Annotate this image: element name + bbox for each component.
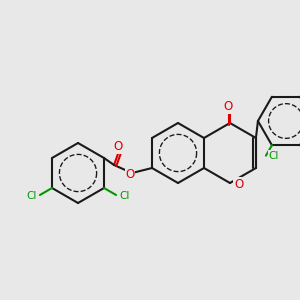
Text: Cl: Cl xyxy=(269,151,279,160)
Text: O: O xyxy=(234,178,243,190)
Text: O: O xyxy=(223,100,232,113)
Text: O: O xyxy=(113,140,123,154)
Text: Cl: Cl xyxy=(27,191,37,201)
Text: Cl: Cl xyxy=(119,191,129,201)
Text: O: O xyxy=(125,169,135,182)
